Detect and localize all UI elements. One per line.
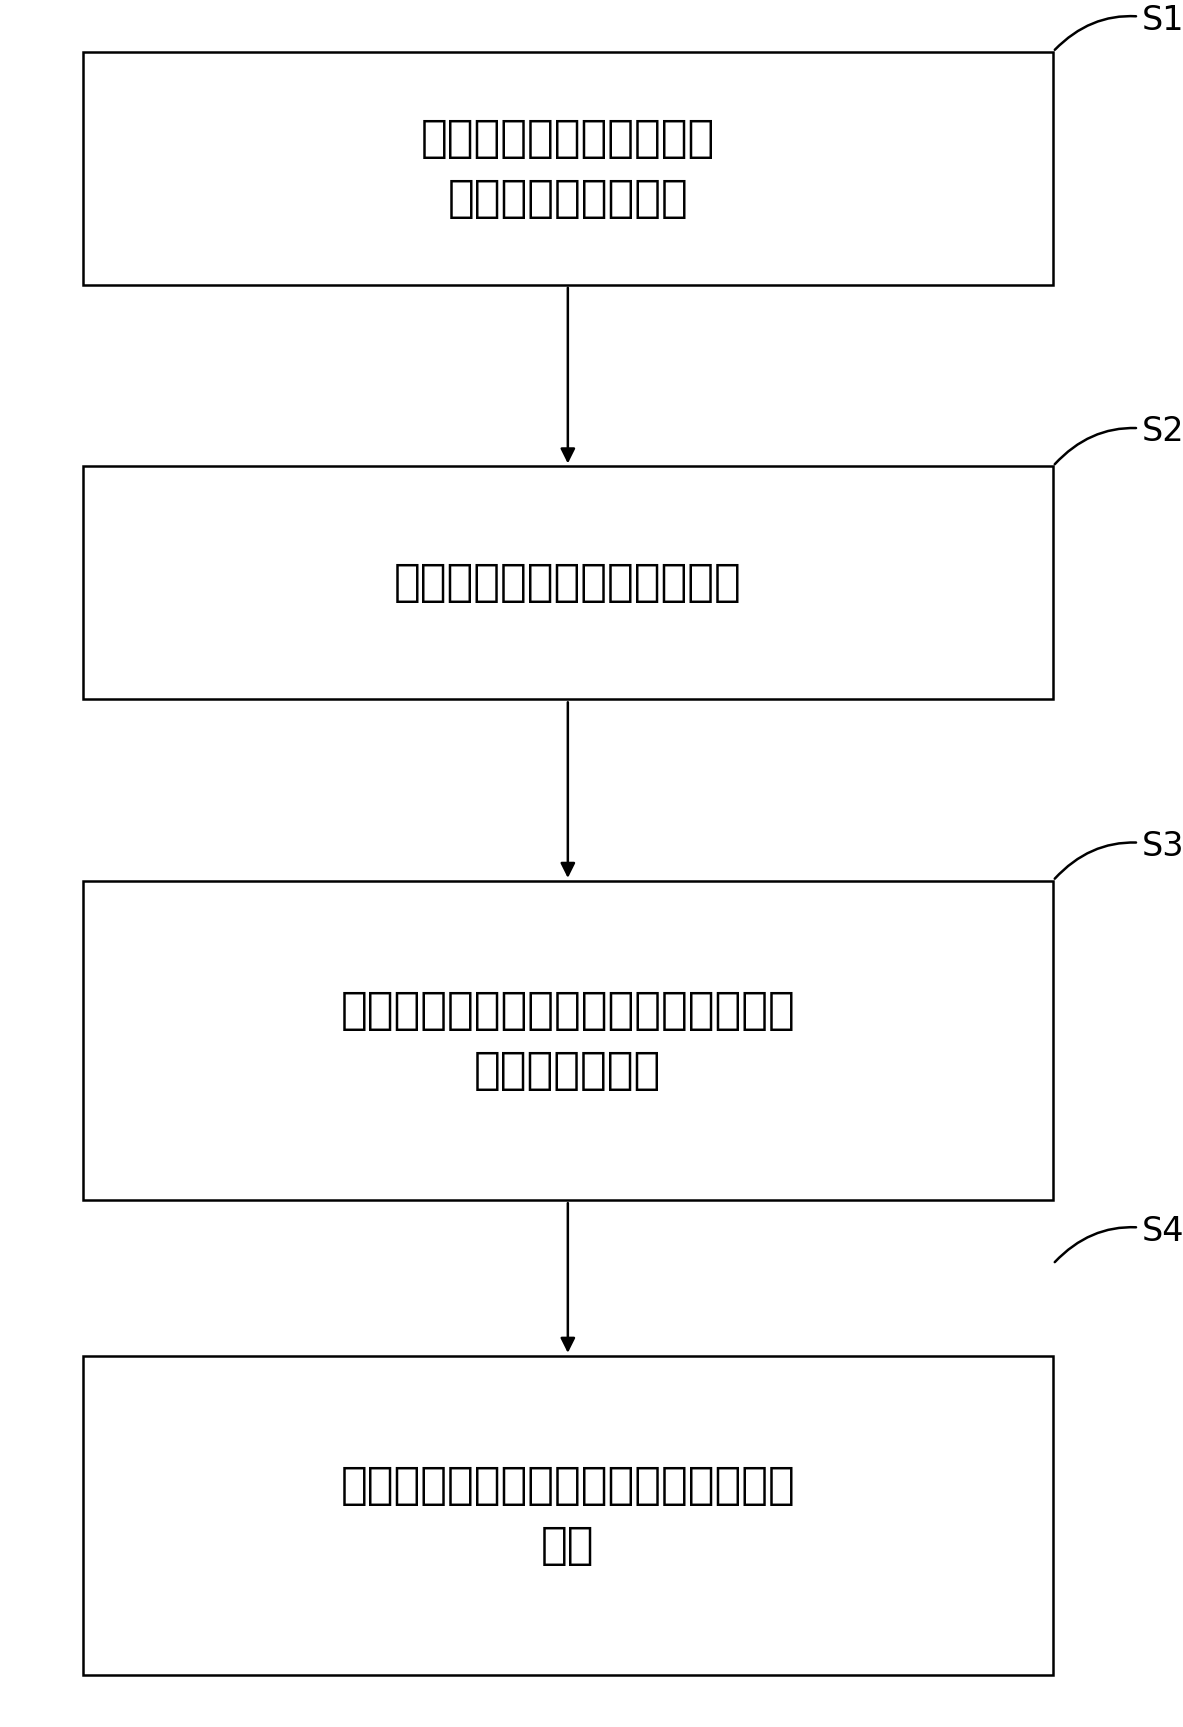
Text: 将氮气通过气体入口通入炉体: 将氮气通过气体入口通入炉体 — [394, 561, 742, 604]
Bar — [83, 466, 1053, 699]
Text: 硅氮化物沉降至炉体底部后通过出料口
输出: 硅氮化物沉降至炉体底部后通过出料口 输出 — [341, 1464, 795, 1566]
Text: S3: S3 — [1055, 829, 1183, 879]
Bar — [83, 1356, 1053, 1675]
Text: S2: S2 — [1055, 414, 1183, 465]
Text: S4: S4 — [1055, 1214, 1183, 1262]
Text: 将含硅固料由固料入口导
入沉降式反应器炉体: 将含硅固料由固料入口导 入沉降式反应器炉体 — [421, 117, 715, 219]
Text: 含硅固料和氮气在炉体内进行自蔓延反
应生成硅氮化物: 含硅固料和氮气在炉体内进行自蔓延反 应生成硅氮化物 — [341, 990, 795, 1091]
Text: S1: S1 — [1055, 3, 1183, 50]
Bar — [83, 52, 1053, 285]
Bar — [83, 881, 1053, 1200]
